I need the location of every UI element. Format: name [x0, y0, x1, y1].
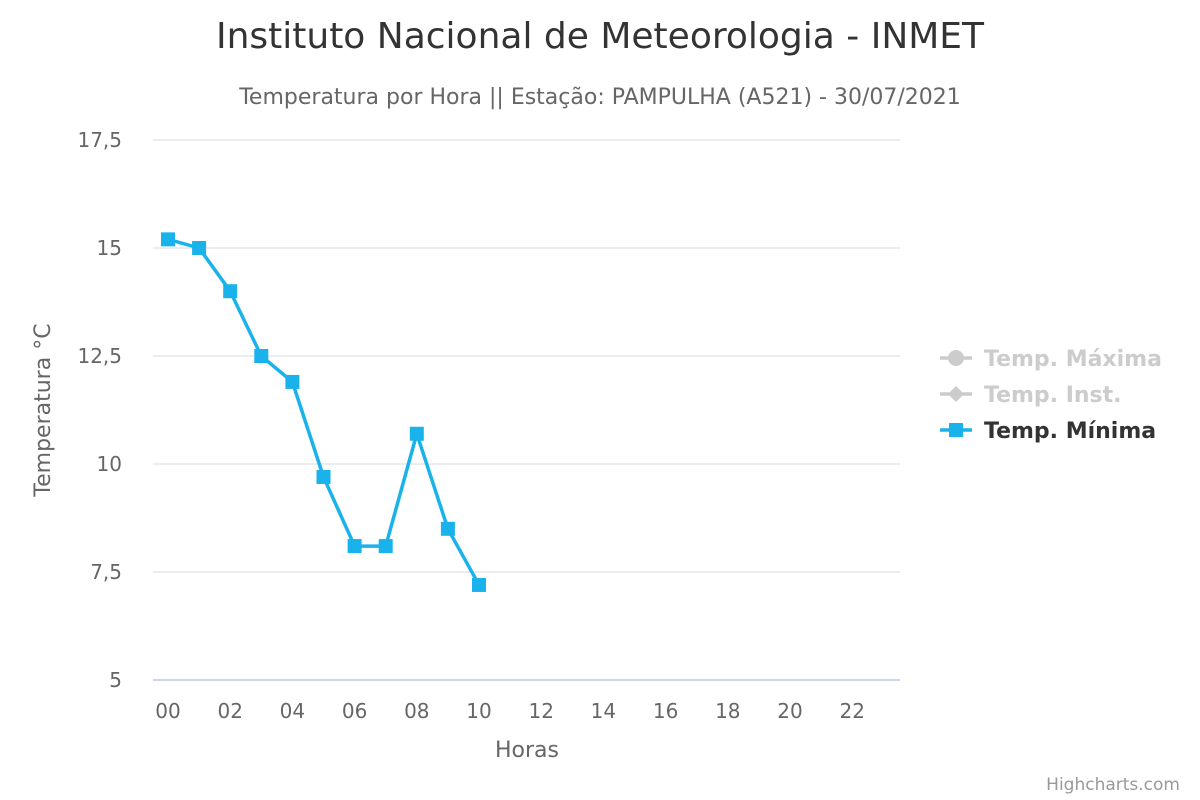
data-point-marker[interactable] — [347, 539, 362, 554]
data-point-marker[interactable] — [409, 426, 424, 441]
data-point-marker[interactable] — [285, 374, 300, 389]
x-tick-label: 14 — [591, 699, 616, 723]
x-tick-label: 06 — [342, 699, 367, 723]
y-tick-label: 7,5 — [90, 560, 122, 584]
data-point-marker[interactable] — [316, 469, 331, 484]
square-marker-icon — [949, 423, 963, 437]
x-tick-label: 12 — [528, 699, 553, 723]
legend: Temp. Máxima Temp. Inst. Temp. Mínima — [940, 347, 1162, 444]
y-tick-label: 17,5 — [77, 128, 122, 152]
x-tick-label: 04 — [280, 699, 305, 723]
legend-item[interactable]: Temp. Inst. — [940, 383, 1122, 408]
legend-label: Temp. Inst. — [984, 383, 1122, 408]
diamond-marker-icon — [948, 386, 964, 402]
data-point-marker[interactable] — [472, 577, 486, 592]
x-tick-label: 08 — [404, 699, 429, 723]
x-tick-label: 02 — [217, 699, 242, 723]
circle-marker-icon — [948, 350, 964, 366]
x-tick-label: 22 — [839, 699, 864, 723]
data-point-marker[interactable] — [192, 241, 207, 255]
data-point-marker[interactable] — [254, 349, 269, 363]
x-tick-label: 18 — [715, 699, 740, 723]
x-axis-title: Horas — [495, 738, 559, 763]
data-point-marker[interactable] — [161, 232, 175, 247]
x-axis-ticks: 00 02 04 06 08 10 12 14 16 18 20 22 — [155, 699, 865, 723]
y-tick-label: 15 — [97, 236, 122, 260]
y-tick-label: 12,5 — [77, 344, 122, 368]
chart-title: Instituto Nacional de Meteorologia - INM… — [216, 16, 985, 57]
legend-item[interactable]: Temp. Máxima — [940, 347, 1162, 372]
legend-item[interactable]: Temp. Mínima — [940, 419, 1156, 444]
series-line-temp-minima — [167, 237, 481, 586]
x-tick-label: 16 — [653, 699, 678, 723]
chart-subtitle: Temperatura por Hora || Estação: PAMPULH… — [238, 85, 961, 110]
y-axis-ticks: 5 7,5 10 12,5 15 17,5 — [77, 128, 122, 692]
data-point-marker[interactable] — [440, 521, 455, 536]
y-tick-label: 5 — [109, 668, 122, 692]
y-axis-title: Temperatura °C — [31, 323, 56, 497]
legend-label: Temp. Mínima — [984, 419, 1156, 444]
x-tick-label: 00 — [155, 699, 180, 723]
grid-lines — [153, 139, 900, 681]
data-point-marker[interactable] — [378, 539, 393, 554]
x-tick-label: 10 — [466, 699, 491, 723]
legend-label: Temp. Máxima — [984, 347, 1162, 372]
series-group — [161, 232, 486, 592]
data-point-marker[interactable] — [223, 284, 238, 299]
credits-link[interactable]: Highcharts.com — [1046, 775, 1180, 795]
x-tick-label: 20 — [777, 699, 802, 723]
y-tick-label: 10 — [97, 452, 122, 476]
